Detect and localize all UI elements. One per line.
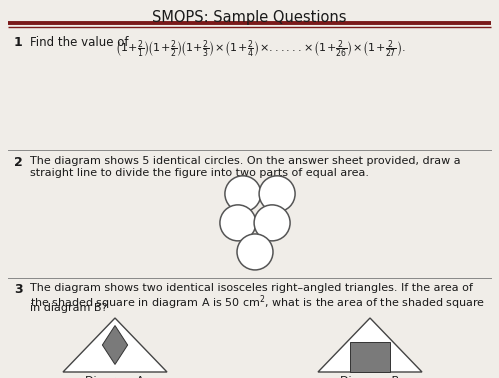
- Circle shape: [220, 205, 256, 241]
- Text: in diagram B?: in diagram B?: [30, 303, 107, 313]
- Text: The diagram shows two identical isosceles right–angled triangles. If the area of: The diagram shows two identical isoscele…: [30, 283, 473, 293]
- Polygon shape: [350, 342, 390, 372]
- Text: $\left(1\!+\!\frac{2}{1}\right)\!\left(1\!+\!\frac{2}{2}\right)\!\left(1\!+\!\fr: $\left(1\!+\!\frac{2}{1}\right)\!\left(1…: [115, 39, 406, 60]
- Text: 2: 2: [14, 156, 23, 169]
- Text: SMOPS: Sample Questions: SMOPS: Sample Questions: [152, 10, 347, 25]
- Circle shape: [237, 234, 273, 270]
- Polygon shape: [318, 318, 422, 372]
- Text: The diagram shows 5 identical circles. On the answer sheet provided, draw a
stra: The diagram shows 5 identical circles. O…: [30, 156, 461, 178]
- Polygon shape: [63, 318, 167, 372]
- Circle shape: [259, 176, 295, 212]
- Polygon shape: [102, 325, 128, 364]
- Text: Diagram B: Diagram B: [340, 376, 400, 378]
- Text: Find the value of: Find the value of: [30, 36, 129, 49]
- Text: 1: 1: [14, 36, 23, 49]
- Text: the shaded square in diagram A is 50 cm$^2$, what is the area of the shaded squa: the shaded square in diagram A is 50 cm$…: [30, 293, 485, 311]
- Circle shape: [225, 176, 261, 212]
- Text: 3: 3: [14, 283, 22, 296]
- Text: Diagram A: Diagram A: [85, 376, 145, 378]
- Circle shape: [254, 205, 290, 241]
